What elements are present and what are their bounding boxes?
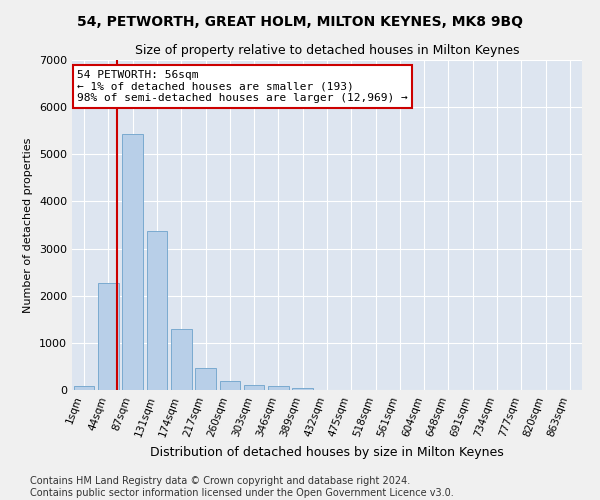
Bar (195, 368, 216, 390)
Text: 54 PETWORTH: 56sqm
← 1% of detached houses are smaller (193)
98% of semi-detache: 54 PETWORTH: 56sqm ← 1% of detached hous… (77, 70, 408, 103)
Bar (220, 380, 240, 390)
X-axis label: Distribution of detached houses by size in Milton Keynes: Distribution of detached houses by size … (150, 446, 504, 459)
Bar (122, 134, 143, 390)
Bar (268, 386, 289, 390)
Bar (98, 282, 119, 390)
Bar (74, 386, 94, 390)
Bar (146, 230, 167, 390)
Y-axis label: Number of detached properties: Number of detached properties (23, 138, 34, 312)
Text: 54, PETWORTH, GREAT HOLM, MILTON KEYNES, MK8 9BQ: 54, PETWORTH, GREAT HOLM, MILTON KEYNES,… (77, 15, 523, 29)
Bar (292, 388, 313, 390)
Bar (171, 328, 191, 390)
Text: Contains HM Land Registry data © Crown copyright and database right 2024.
Contai: Contains HM Land Registry data © Crown c… (30, 476, 454, 498)
Title: Size of property relative to detached houses in Milton Keynes: Size of property relative to detached ho… (135, 44, 519, 58)
Bar (244, 385, 265, 390)
